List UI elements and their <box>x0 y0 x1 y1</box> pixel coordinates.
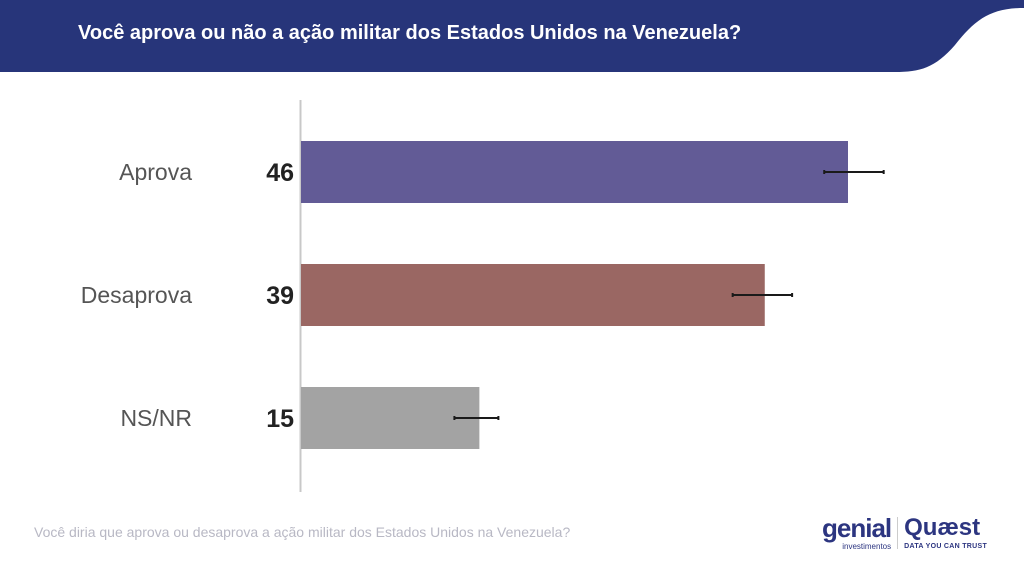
category-label: NS/NR <box>120 405 192 431</box>
bar-aprova <box>301 141 848 203</box>
value-label: 46 <box>266 159 294 187</box>
category-label: Aprova <box>119 159 192 185</box>
bar-desaprova <box>301 264 765 326</box>
bar-nsnr <box>301 387 480 449</box>
genial-logo: genial investimentos <box>822 513 892 552</box>
header-banner <box>0 0 1024 72</box>
genial-wordmark: genial <box>822 513 892 543</box>
logo-divider <box>897 517 899 549</box>
quaest-wordmark: Quæst <box>904 514 981 541</box>
quaest-logo: Quæst DATA YOU CAN TRUST <box>904 514 987 552</box>
genial-tagline: investimentos <box>842 542 892 551</box>
category-label: Desaprova <box>81 282 192 308</box>
value-label: 39 <box>266 282 294 310</box>
logos: genial investimentos Quæst DATA YOU CAN … <box>822 514 1018 552</box>
page-title: Você aprova ou não a ação militar dos Es… <box>78 22 742 44</box>
quaest-tagline: DATA YOU CAN TRUST <box>904 543 988 550</box>
question-footnote: Você diria que aprova ou desaprova a açã… <box>34 524 571 540</box>
value-label: 15 <box>266 405 294 433</box>
